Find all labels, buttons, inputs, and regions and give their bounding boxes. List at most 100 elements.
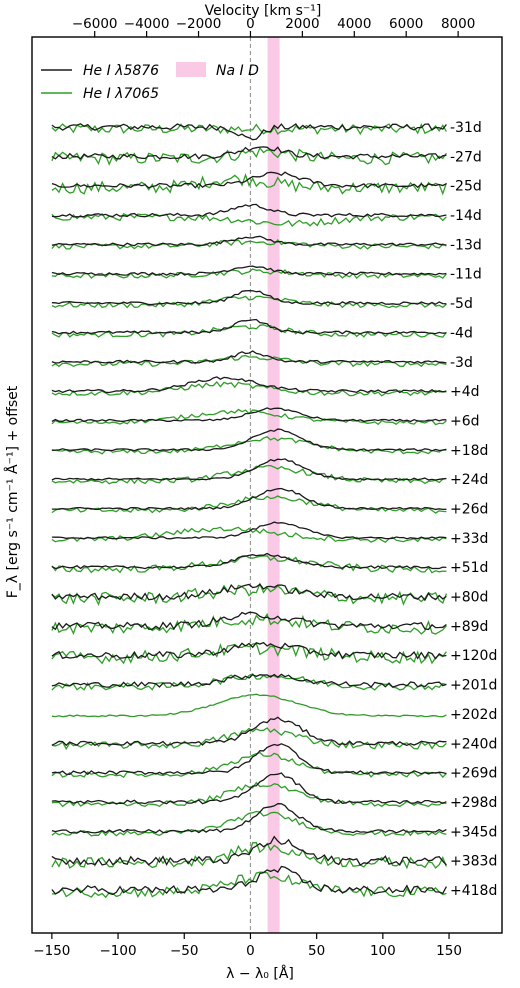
epoch-label: +120d [450,648,497,664]
epoch-label: -14d [450,208,482,224]
epoch-label: +240d [450,736,497,752]
spectrum-he5876-line [51,146,447,160]
legend-label-he5876: He I λ5876 [83,63,159,79]
top-tick-label: 6000 [389,16,423,32]
spectrum-he5876-line [51,835,447,867]
spectrum-he5876-line [51,743,447,776]
spectrum-he5876-line [51,171,447,189]
top-tick-label: 0 [246,16,255,32]
epoch-label: +201d [450,678,497,694]
top-tick-label: 2000 [285,16,319,32]
epoch-label: +4d [450,384,480,400]
spectrum-he7065-line [51,212,447,227]
spectrum-he5876-line [51,716,447,747]
spectrum-he5876-line [51,235,447,247]
spectrum-he5876-line [51,123,447,141]
epoch-label: +202d [450,707,497,723]
epoch-labels: -31d -27d -25d -14d -13d -11d -5d -4d -3d +4d +6d +… [450,120,497,899]
epoch-label: -3d [450,355,473,371]
epoch-label: +418d [450,883,497,899]
plot-frame [31,36,503,934]
top-tick-label: 8000 [441,16,475,32]
spectrum-he7065-line [51,810,447,837]
x-axis-title: λ − λ₀ [Å] [226,965,294,982]
spectrum-he5876-line [51,203,447,218]
y-axis-title: F_λ [erg s⁻¹ cm⁻¹ Å⁻¹] + offset [4,385,21,598]
epoch-label: +89d [450,619,488,635]
na-i-d-band [267,37,280,933]
bottom-axis-ticks: −150 −100 −50 0 50 100 150 [33,933,462,959]
epoch-label: -4d [450,325,473,341]
spectrum-he7065-line [51,464,447,485]
top-tick-label: −6000 [72,16,118,32]
epoch-label: -25d [450,179,482,195]
spectrum-he7065-line [51,693,447,718]
spectrum-he5876-line [51,487,447,511]
spectrum-he7065-line [51,612,447,636]
spectrum-he5876-line [51,428,447,452]
spectrum-he7065-line [51,871,447,899]
spectrum-he7065-line [51,495,447,514]
epoch-label: +80d [450,590,488,606]
spectrum-he7065-line [51,555,447,574]
spectrum-he5876-line [51,803,447,834]
epoch-label: +269d [450,766,497,782]
epoch-label: +51d [450,560,488,576]
spectrum-he7065-line [51,123,447,136]
spectra-group [51,123,448,899]
spectrum-he7065-line [51,751,447,779]
spectrum-he5876-line [51,289,447,306]
legend-label-na-i-d: Na I D [216,63,259,79]
spectrum-he5876-line [51,641,447,660]
top-x-axis-title: Velocity [km s⁻¹] [205,3,322,19]
spectrum-he5876-line [51,611,447,631]
top-tick-label: 4000 [337,16,371,32]
epoch-label: -13d [450,237,482,253]
epoch-label: +24d [450,472,488,488]
epoch-label: -5d [450,296,473,312]
spectrum-he5876-line [51,552,447,570]
spectrum-he7065-line [51,381,447,397]
spectrum-he7065-line [51,268,447,280]
spectrum-he5876-line [51,376,447,394]
spectrum-he5876-line [51,458,447,481]
spectrum-he5876-line [51,772,447,805]
spectrum-he7065-line [51,173,448,196]
epoch-label: +298d [450,795,497,811]
epoch-label: +33d [450,531,488,547]
bottom-tick-label: 100 [370,943,396,959]
bottom-tick-label: 0 [246,943,255,959]
spectrum-he5876-line [51,265,447,276]
spectrum-he5876-line [51,583,447,602]
spectrum-he5876-line [51,673,447,688]
spectrum-he7065-line [51,727,447,751]
spectrum-he5876-line [51,407,447,423]
epoch-label: +18d [450,443,488,459]
legend-label-he7065: He I λ7065 [83,86,159,102]
top-tick-label: −4000 [124,16,170,32]
legend: He I λ5876 He I λ7065 Na I D [41,62,259,102]
epoch-label: -27d [450,149,482,165]
bottom-tick-label: −50 [170,943,199,959]
bottom-tick-label: 150 [436,943,462,959]
top-axis-ticks: −6000 −4000 −2000 0 2000 4000 6000 8000 [72,16,475,37]
spectrum-he7065-line [51,295,447,309]
spectrum-he5876-line [51,865,447,896]
bottom-tick-label: −100 [100,943,137,959]
epoch-label: +26d [450,502,488,518]
bottom-tick-label: −150 [33,943,70,959]
epoch-label: +345d [450,824,497,840]
spectrum-he7065-line [51,436,447,455]
spectrum-he7065-line [51,642,447,665]
epoch-label: -11d [450,267,482,283]
top-tick-label: −2000 [176,16,222,32]
legend-swatch-na-i-d [176,62,206,77]
epoch-label: +6d [450,413,480,429]
spectrum-he5876-line [51,350,447,364]
epoch-label: -31d [450,120,482,136]
spectrum-he7065-line [51,239,447,250]
epoch-label: +383d [450,854,497,870]
bottom-tick-label: 50 [308,943,325,959]
